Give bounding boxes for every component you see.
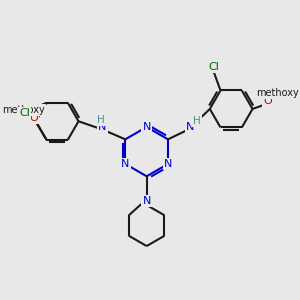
Text: O: O (263, 96, 272, 106)
Text: N: N (98, 122, 106, 132)
Text: N: N (186, 122, 194, 132)
Text: methoxy: methoxy (2, 105, 45, 115)
Text: N: N (142, 196, 151, 206)
Text: Cl: Cl (208, 62, 219, 72)
Text: N: N (142, 122, 151, 132)
Text: methoxy: methoxy (256, 88, 298, 98)
Text: H: H (97, 116, 105, 125)
Text: Cl: Cl (19, 108, 30, 118)
Text: N: N (121, 159, 130, 169)
Text: O: O (29, 112, 38, 123)
Text: N: N (164, 159, 172, 169)
Text: H: H (193, 116, 201, 126)
